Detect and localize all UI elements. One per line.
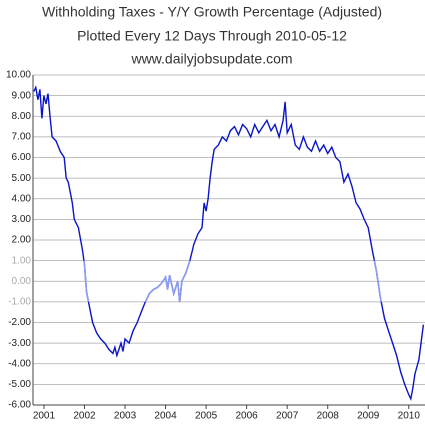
data-line-muted (83, 260, 383, 302)
chart-title: Withholding Taxes - Y/Y Growth Percentag… (42, 4, 382, 20)
y-tick-label: 10.00 (6, 70, 31, 81)
y-tick-label: -2.00 (8, 317, 31, 328)
y-tick-label: 9.00 (12, 90, 32, 101)
y-tick-label: 6.00 (12, 152, 32, 163)
chart-subtitle: Plotted Every 12 Days Through 2010-05-12 (77, 28, 347, 44)
data-line (33, 85, 425, 401)
y-tick-label: -1.00 (8, 297, 31, 308)
x-tick-label: 2009 (357, 411, 380, 422)
x-tick-label: 2006 (236, 411, 259, 422)
y-tick-label: -5.00 (8, 379, 31, 390)
y-tick-label: 1.00 (12, 255, 32, 266)
x-tick-label: 2002 (73, 411, 96, 422)
y-tick-label: 8.00 (12, 111, 32, 122)
y-tick-label: 7.00 (12, 132, 32, 143)
x-tick-label: 2005 (195, 411, 218, 422)
x-tick-label: 2007 (276, 411, 299, 422)
x-tick-label: 2001 (33, 411, 56, 422)
y-tick-label: 5.00 (12, 173, 32, 184)
y-tick-label: 2.00 (12, 235, 32, 246)
y-tick-label: 3.00 (12, 214, 32, 225)
y-tick-label: 0.00 (12, 276, 32, 287)
chart-source: www.dailyjobsupdate.com (130, 51, 292, 67)
x-tick-label: 2004 (154, 411, 177, 422)
x-tick-label: 2008 (317, 411, 340, 422)
x-tick-label: 2010 (398, 411, 421, 422)
x-tick-label: 2003 (114, 411, 137, 422)
y-tick-label: -6.00 (8, 400, 31, 411)
y-tick-label: -3.00 (8, 338, 31, 349)
y-tick-label: 4.00 (12, 193, 32, 204)
y-tick-label: -4.00 (8, 358, 31, 369)
